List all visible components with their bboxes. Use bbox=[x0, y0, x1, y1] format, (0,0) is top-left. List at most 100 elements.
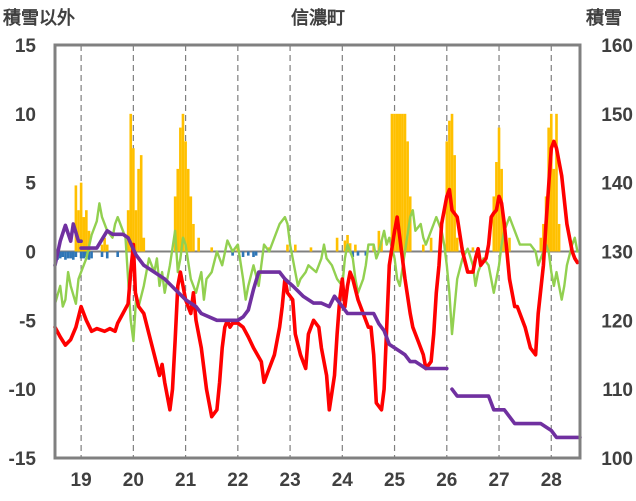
precip-bar bbox=[453, 155, 456, 252]
precip-bar bbox=[293, 244, 297, 252]
y-left-tick-label: 5 bbox=[25, 174, 36, 195]
precip-bar bbox=[192, 223, 195, 252]
x-tick-label: 25 bbox=[384, 470, 406, 491]
y-left-axis-label: 積雪以外 bbox=[2, 7, 75, 28]
precip-bar bbox=[286, 244, 289, 252]
precip-bar bbox=[398, 113, 402, 252]
blue-bar bbox=[74, 251, 78, 258]
blue-bar bbox=[79, 251, 83, 259]
y-right-tick-label: 100 bbox=[601, 449, 633, 470]
precip-bar bbox=[557, 223, 561, 252]
precip-bar bbox=[74, 185, 78, 252]
blue-bar bbox=[90, 251, 93, 259]
precip-bar bbox=[77, 210, 80, 252]
precip-bar bbox=[403, 113, 407, 252]
blue-bar bbox=[364, 251, 368, 256]
blue-bar bbox=[69, 251, 72, 259]
x-tick-label: 24 bbox=[332, 470, 354, 491]
precip-bar bbox=[549, 113, 553, 252]
y-right-tick-label: 130 bbox=[601, 243, 633, 264]
blue-bar bbox=[61, 251, 65, 258]
blue-bar bbox=[252, 251, 255, 258]
x-tick-label: 23 bbox=[280, 470, 301, 491]
blue-bar bbox=[100, 251, 104, 258]
precip-bar bbox=[134, 210, 138, 252]
humidity-line bbox=[53, 202, 579, 343]
precip-bar bbox=[377, 230, 381, 252]
blue-bar bbox=[356, 251, 360, 256]
y-right-tick-label: 150 bbox=[601, 105, 633, 126]
precip-bar bbox=[343, 240, 347, 252]
precip-bar bbox=[471, 247, 475, 252]
precip-bar bbox=[129, 113, 133, 252]
y-left-tick-label: 10 bbox=[15, 105, 36, 126]
blue-bar bbox=[254, 251, 258, 256]
snow-depth-line bbox=[53, 222, 83, 268]
x-tick-label: 21 bbox=[175, 470, 197, 491]
blue-bar bbox=[66, 251, 70, 259]
precip-bar bbox=[132, 148, 135, 252]
x-tick-label: 26 bbox=[436, 470, 457, 491]
precip-bar bbox=[189, 196, 193, 252]
blue-bar bbox=[64, 251, 67, 260]
precip-bar bbox=[455, 237, 459, 252]
snow-depth-line bbox=[450, 387, 582, 440]
precip-bar bbox=[497, 127, 501, 252]
y-right-ticks: 160 150 140 130 120 110 100 bbox=[601, 36, 633, 470]
y-right-tick-label: 160 bbox=[601, 36, 633, 57]
snow-depth-line bbox=[79, 229, 449, 371]
precip-bar bbox=[85, 210, 88, 252]
blue-bar bbox=[351, 251, 355, 258]
y-left-tick-label: -15 bbox=[9, 449, 37, 470]
x-tick-label: 19 bbox=[71, 470, 92, 491]
plot-area bbox=[53, 43, 582, 460]
precip-bar bbox=[173, 196, 177, 252]
precip-bar bbox=[552, 168, 556, 252]
y-right-tick-label: 140 bbox=[601, 174, 633, 195]
x-tick-label: 28 bbox=[541, 470, 562, 491]
precip-bar bbox=[181, 113, 185, 252]
precip-bar bbox=[335, 237, 339, 252]
precip-bar bbox=[197, 237, 200, 252]
precip-bar bbox=[450, 113, 454, 252]
precip-bar bbox=[429, 237, 433, 252]
precip-bar bbox=[348, 243, 352, 252]
precip-bar bbox=[142, 237, 146, 252]
precip-bar bbox=[176, 168, 180, 252]
y-left-tick-label: 15 bbox=[15, 36, 37, 57]
y-right-tick-label: 120 bbox=[601, 311, 633, 332]
precip-bar bbox=[508, 237, 511, 252]
y-left-tick-label: 0 bbox=[25, 243, 36, 264]
precip-bar bbox=[395, 113, 399, 252]
precip-bar bbox=[492, 196, 496, 252]
precip-bar bbox=[406, 141, 409, 252]
precip-bar bbox=[354, 244, 357, 252]
y-left-tick-label: -5 bbox=[19, 311, 36, 332]
precip-bar bbox=[126, 210, 130, 252]
x-ticks: 19 20 21 22 23 24 25 26 27 28 bbox=[71, 470, 562, 491]
precip-bar bbox=[390, 113, 394, 252]
precip-bar bbox=[421, 244, 425, 252]
y-left-tick-label: -10 bbox=[9, 380, 36, 401]
precip-bar bbox=[82, 217, 86, 252]
blue-bar bbox=[246, 251, 250, 256]
precip-bar bbox=[539, 237, 543, 252]
y-right-axis-label: 積雪 bbox=[585, 7, 622, 28]
blue-bar bbox=[58, 251, 62, 259]
blue-bar bbox=[82, 251, 86, 259]
blue-bar bbox=[87, 251, 91, 260]
precip-bar bbox=[100, 244, 104, 252]
blue-bar bbox=[116, 251, 119, 258]
precip-bar bbox=[448, 120, 451, 252]
x-tick-label: 20 bbox=[123, 470, 144, 491]
y-left-ticks: 15 10 5 0 -5 -10 -15 bbox=[9, 36, 37, 470]
precip-bar bbox=[79, 182, 83, 252]
blue-bar bbox=[241, 251, 245, 258]
blue-bar bbox=[105, 251, 109, 259]
precip-bar bbox=[186, 168, 190, 252]
precip-bar bbox=[184, 141, 187, 252]
precip-bar bbox=[87, 230, 91, 252]
precip-bar bbox=[137, 168, 140, 252]
temperature-line bbox=[53, 139, 580, 419]
